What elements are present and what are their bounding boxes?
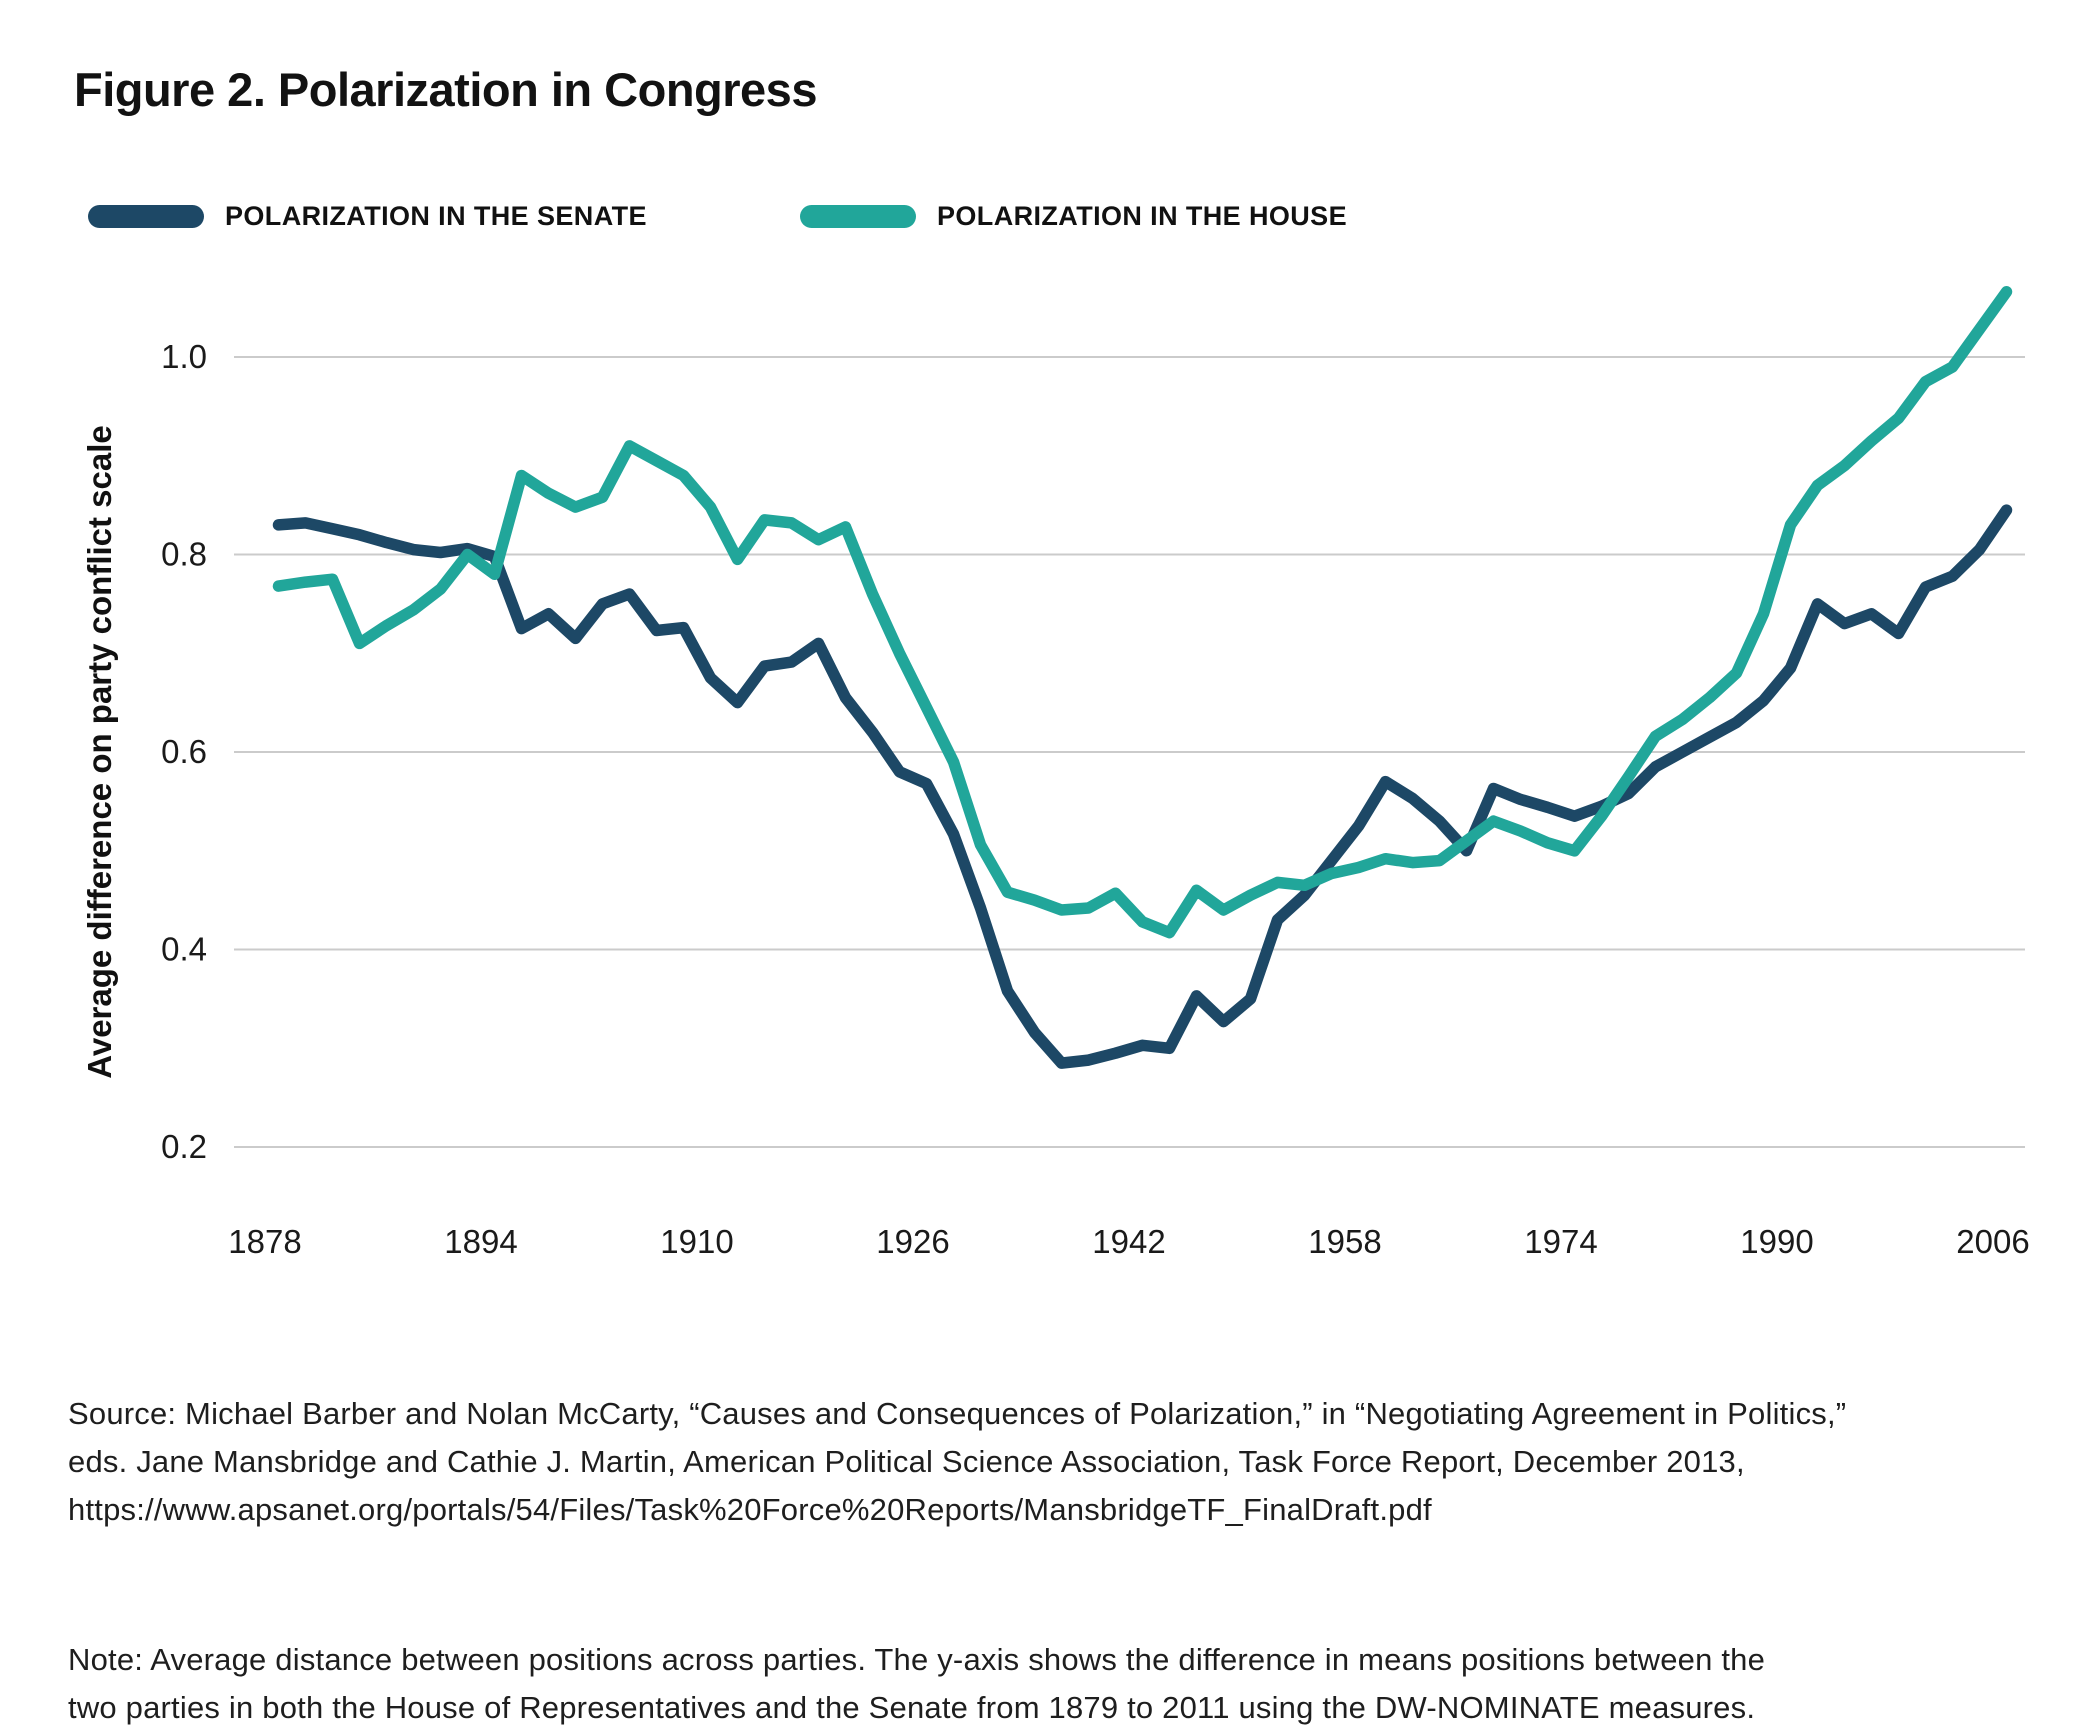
x-tick-label: 1926 [876, 1223, 949, 1260]
y-tick-label: 1.0 [161, 338, 207, 375]
series-line-senate [272, 504, 2013, 1069]
page-title: Figure 2. Polarization in Congress [74, 63, 817, 116]
note-text: Note: Average distance between positions… [68, 1636, 1765, 1730]
y-tick-label: 0.4 [161, 931, 207, 968]
y-tick-label: 0.2 [161, 1128, 207, 1165]
x-tick-label: 1910 [660, 1223, 733, 1260]
x-tick-label: 1990 [1740, 1223, 1813, 1260]
note-line: two parties in both the House of Represe… [68, 1690, 1756, 1725]
legend-item-senate: POLARIZATION IN THE SENATE [88, 200, 647, 231]
x-tick-label: 1878 [228, 1223, 301, 1260]
legend-senate-label: POLARIZATION IN THE SENATE [225, 200, 647, 231]
y-tick-label: 0.8 [161, 536, 207, 573]
source-line: eds. Jane Mansbridge and Cathie J. Marti… [68, 1444, 1745, 1479]
y-tick-label: 0.6 [161, 733, 207, 770]
source-text: Source: Michael Barber and Nolan McCarty… [68, 1390, 1846, 1534]
source-link: https://www.apsanet.org/portals/54/Files… [68, 1492, 1432, 1527]
legend-item-house: POLARIZATION IN THE HOUSE [800, 200, 1348, 231]
x-tick-label: 1974 [1524, 1223, 1597, 1260]
x-tick-label: 1894 [444, 1223, 517, 1260]
legend-house-label: POLARIZATION IN THE HOUSE [937, 200, 1348, 231]
x-tick-label: 1942 [1092, 1223, 1165, 1260]
source-line: Source: Michael Barber and Nolan McCarty… [68, 1396, 1847, 1431]
x-tick-label: 2006 [1956, 1223, 2029, 1260]
series-line-house [272, 286, 2013, 939]
house-line-swatch-icon [800, 204, 916, 228]
note-line: Note: Average distance between positions… [68, 1642, 1766, 1677]
senate-line-swatch-icon [88, 204, 204, 228]
x-tick-label: 1958 [1308, 1223, 1381, 1260]
